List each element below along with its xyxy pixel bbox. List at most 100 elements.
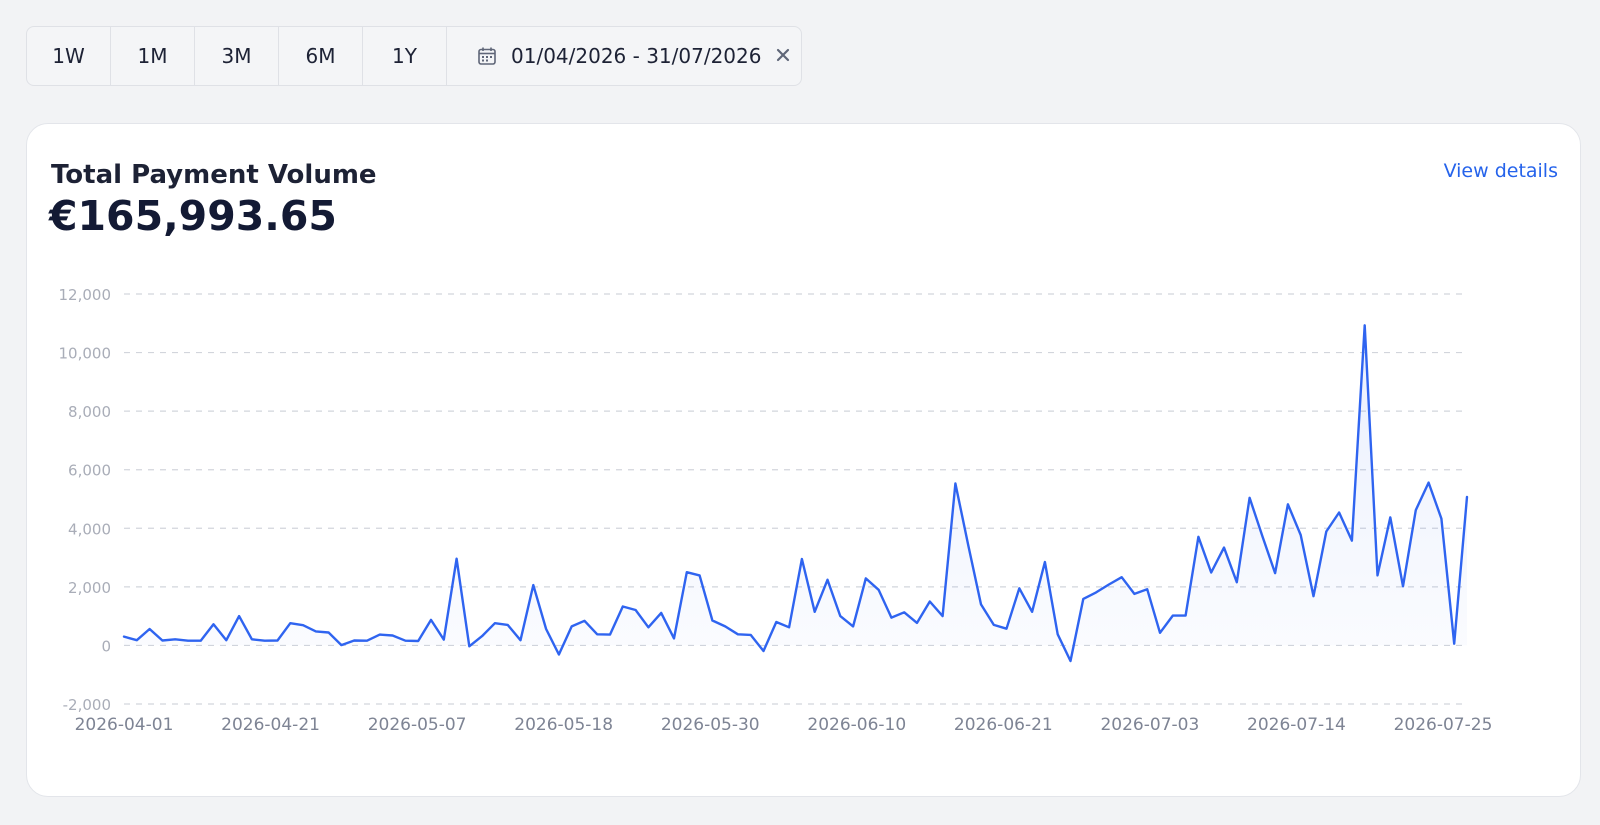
data-point bbox=[1338, 511, 1340, 513]
y-tick-label: 10,000 bbox=[59, 345, 112, 363]
data-point bbox=[1223, 546, 1225, 548]
date-range-selector: 1W 1M 3M 6M 1Y 01/04/2026 - 31/07/2026 bbox=[26, 26, 802, 86]
series-line bbox=[122, 324, 1469, 663]
x-tick-label: 2026-07-03 bbox=[1100, 715, 1199, 735]
data-point bbox=[852, 625, 854, 627]
data-point bbox=[404, 640, 406, 642]
data-point bbox=[481, 635, 483, 637]
y-tick-label: 4,000 bbox=[68, 520, 111, 538]
data-point bbox=[1287, 503, 1289, 505]
data-point bbox=[1057, 633, 1059, 635]
custom-date-range-button[interactable]: 01/04/2026 - 31/07/2026 bbox=[447, 27, 801, 85]
data-point bbox=[1018, 587, 1020, 589]
data-point bbox=[571, 625, 573, 627]
data-point bbox=[315, 630, 317, 632]
data-point bbox=[545, 628, 547, 630]
data-point bbox=[686, 571, 688, 573]
data-point bbox=[839, 615, 841, 617]
range-1m-button[interactable]: 1M bbox=[111, 27, 195, 85]
data-point bbox=[980, 603, 982, 605]
data-point bbox=[967, 544, 969, 546]
data-point bbox=[519, 639, 521, 641]
data-point bbox=[596, 633, 598, 635]
data-point bbox=[737, 633, 739, 635]
x-tick-label: 2026-04-01 bbox=[75, 715, 174, 735]
data-point bbox=[251, 638, 253, 640]
data-point bbox=[814, 611, 816, 613]
view-details-link[interactable]: View details bbox=[1443, 160, 1558, 182]
data-point bbox=[353, 639, 355, 641]
data-point bbox=[1146, 588, 1148, 590]
x-tick-label: 2026-06-10 bbox=[807, 715, 906, 735]
data-point bbox=[1325, 530, 1327, 532]
data-point bbox=[136, 639, 138, 641]
x-tick-label: 2026-06-21 bbox=[954, 715, 1053, 735]
data-point bbox=[391, 634, 393, 636]
y-tick-label: -2,000 bbox=[63, 696, 111, 714]
y-tick-label: 0 bbox=[101, 637, 111, 655]
data-point bbox=[1184, 614, 1186, 616]
data-point bbox=[634, 609, 636, 611]
data-point bbox=[455, 558, 457, 560]
data-point bbox=[1108, 583, 1110, 585]
data-point bbox=[558, 653, 560, 655]
data-point bbox=[379, 633, 381, 635]
data-point bbox=[212, 623, 214, 625]
data-point bbox=[609, 633, 611, 635]
data-point bbox=[673, 637, 675, 639]
data-point bbox=[941, 615, 943, 617]
data-point bbox=[430, 619, 432, 621]
data-point bbox=[238, 615, 240, 617]
data-point bbox=[916, 622, 918, 624]
data-point bbox=[327, 631, 329, 633]
data-point bbox=[801, 558, 803, 560]
card-title: Total Payment Volume bbox=[51, 160, 377, 190]
data-point bbox=[622, 605, 624, 607]
y-tick-label: 6,000 bbox=[68, 462, 111, 480]
data-point bbox=[276, 639, 278, 641]
date-range-label: 01/04/2026 - 31/07/2026 bbox=[511, 44, 762, 68]
data-point bbox=[583, 620, 585, 622]
x-tick-label: 2026-05-30 bbox=[661, 715, 760, 735]
data-point bbox=[1440, 517, 1442, 519]
payment-volume-card: Total Payment Volume €165,993.65 View de… bbox=[26, 123, 1581, 797]
range-6m-button[interactable]: 6M bbox=[279, 27, 363, 85]
data-point bbox=[1095, 591, 1097, 593]
data-point bbox=[340, 644, 342, 646]
data-point bbox=[865, 577, 867, 579]
data-point bbox=[1082, 598, 1084, 600]
calendar-icon bbox=[478, 47, 496, 65]
close-icon[interactable] bbox=[773, 45, 793, 65]
data-point bbox=[1274, 572, 1276, 574]
data-point bbox=[647, 626, 649, 628]
data-point bbox=[1415, 509, 1417, 511]
range-1y-button[interactable]: 1Y bbox=[363, 27, 447, 85]
data-point bbox=[174, 638, 176, 640]
payment-volume-chart: -2,000 0 2,000 4,000 6,000 8,000 10,000 12,000 2… bbox=[59, 286, 1493, 735]
data-point bbox=[1069, 660, 1071, 662]
range-1w-button[interactable]: 1W bbox=[27, 27, 111, 85]
data-point bbox=[1364, 324, 1366, 326]
data-point bbox=[468, 645, 470, 647]
data-point bbox=[289, 622, 291, 624]
data-point bbox=[1427, 481, 1429, 483]
data-point bbox=[225, 639, 227, 641]
data-point bbox=[877, 589, 879, 591]
data-point bbox=[903, 611, 905, 613]
data-point bbox=[1044, 561, 1046, 563]
data-point bbox=[507, 624, 509, 626]
x-tick-label: 2026-04-21 bbox=[221, 715, 320, 735]
range-3m-button[interactable]: 3M bbox=[195, 27, 279, 85]
data-point bbox=[826, 579, 828, 581]
data-point bbox=[1351, 539, 1353, 541]
data-point bbox=[1197, 536, 1199, 538]
data-point bbox=[993, 624, 995, 626]
x-tick-label: 2026-05-07 bbox=[368, 715, 467, 735]
data-point bbox=[161, 639, 163, 641]
data-point bbox=[698, 574, 700, 576]
data-point bbox=[750, 634, 752, 636]
data-point bbox=[1300, 534, 1302, 536]
data-point bbox=[187, 640, 189, 642]
data-point bbox=[443, 638, 445, 640]
y-tick-label: 12,000 bbox=[59, 286, 112, 304]
